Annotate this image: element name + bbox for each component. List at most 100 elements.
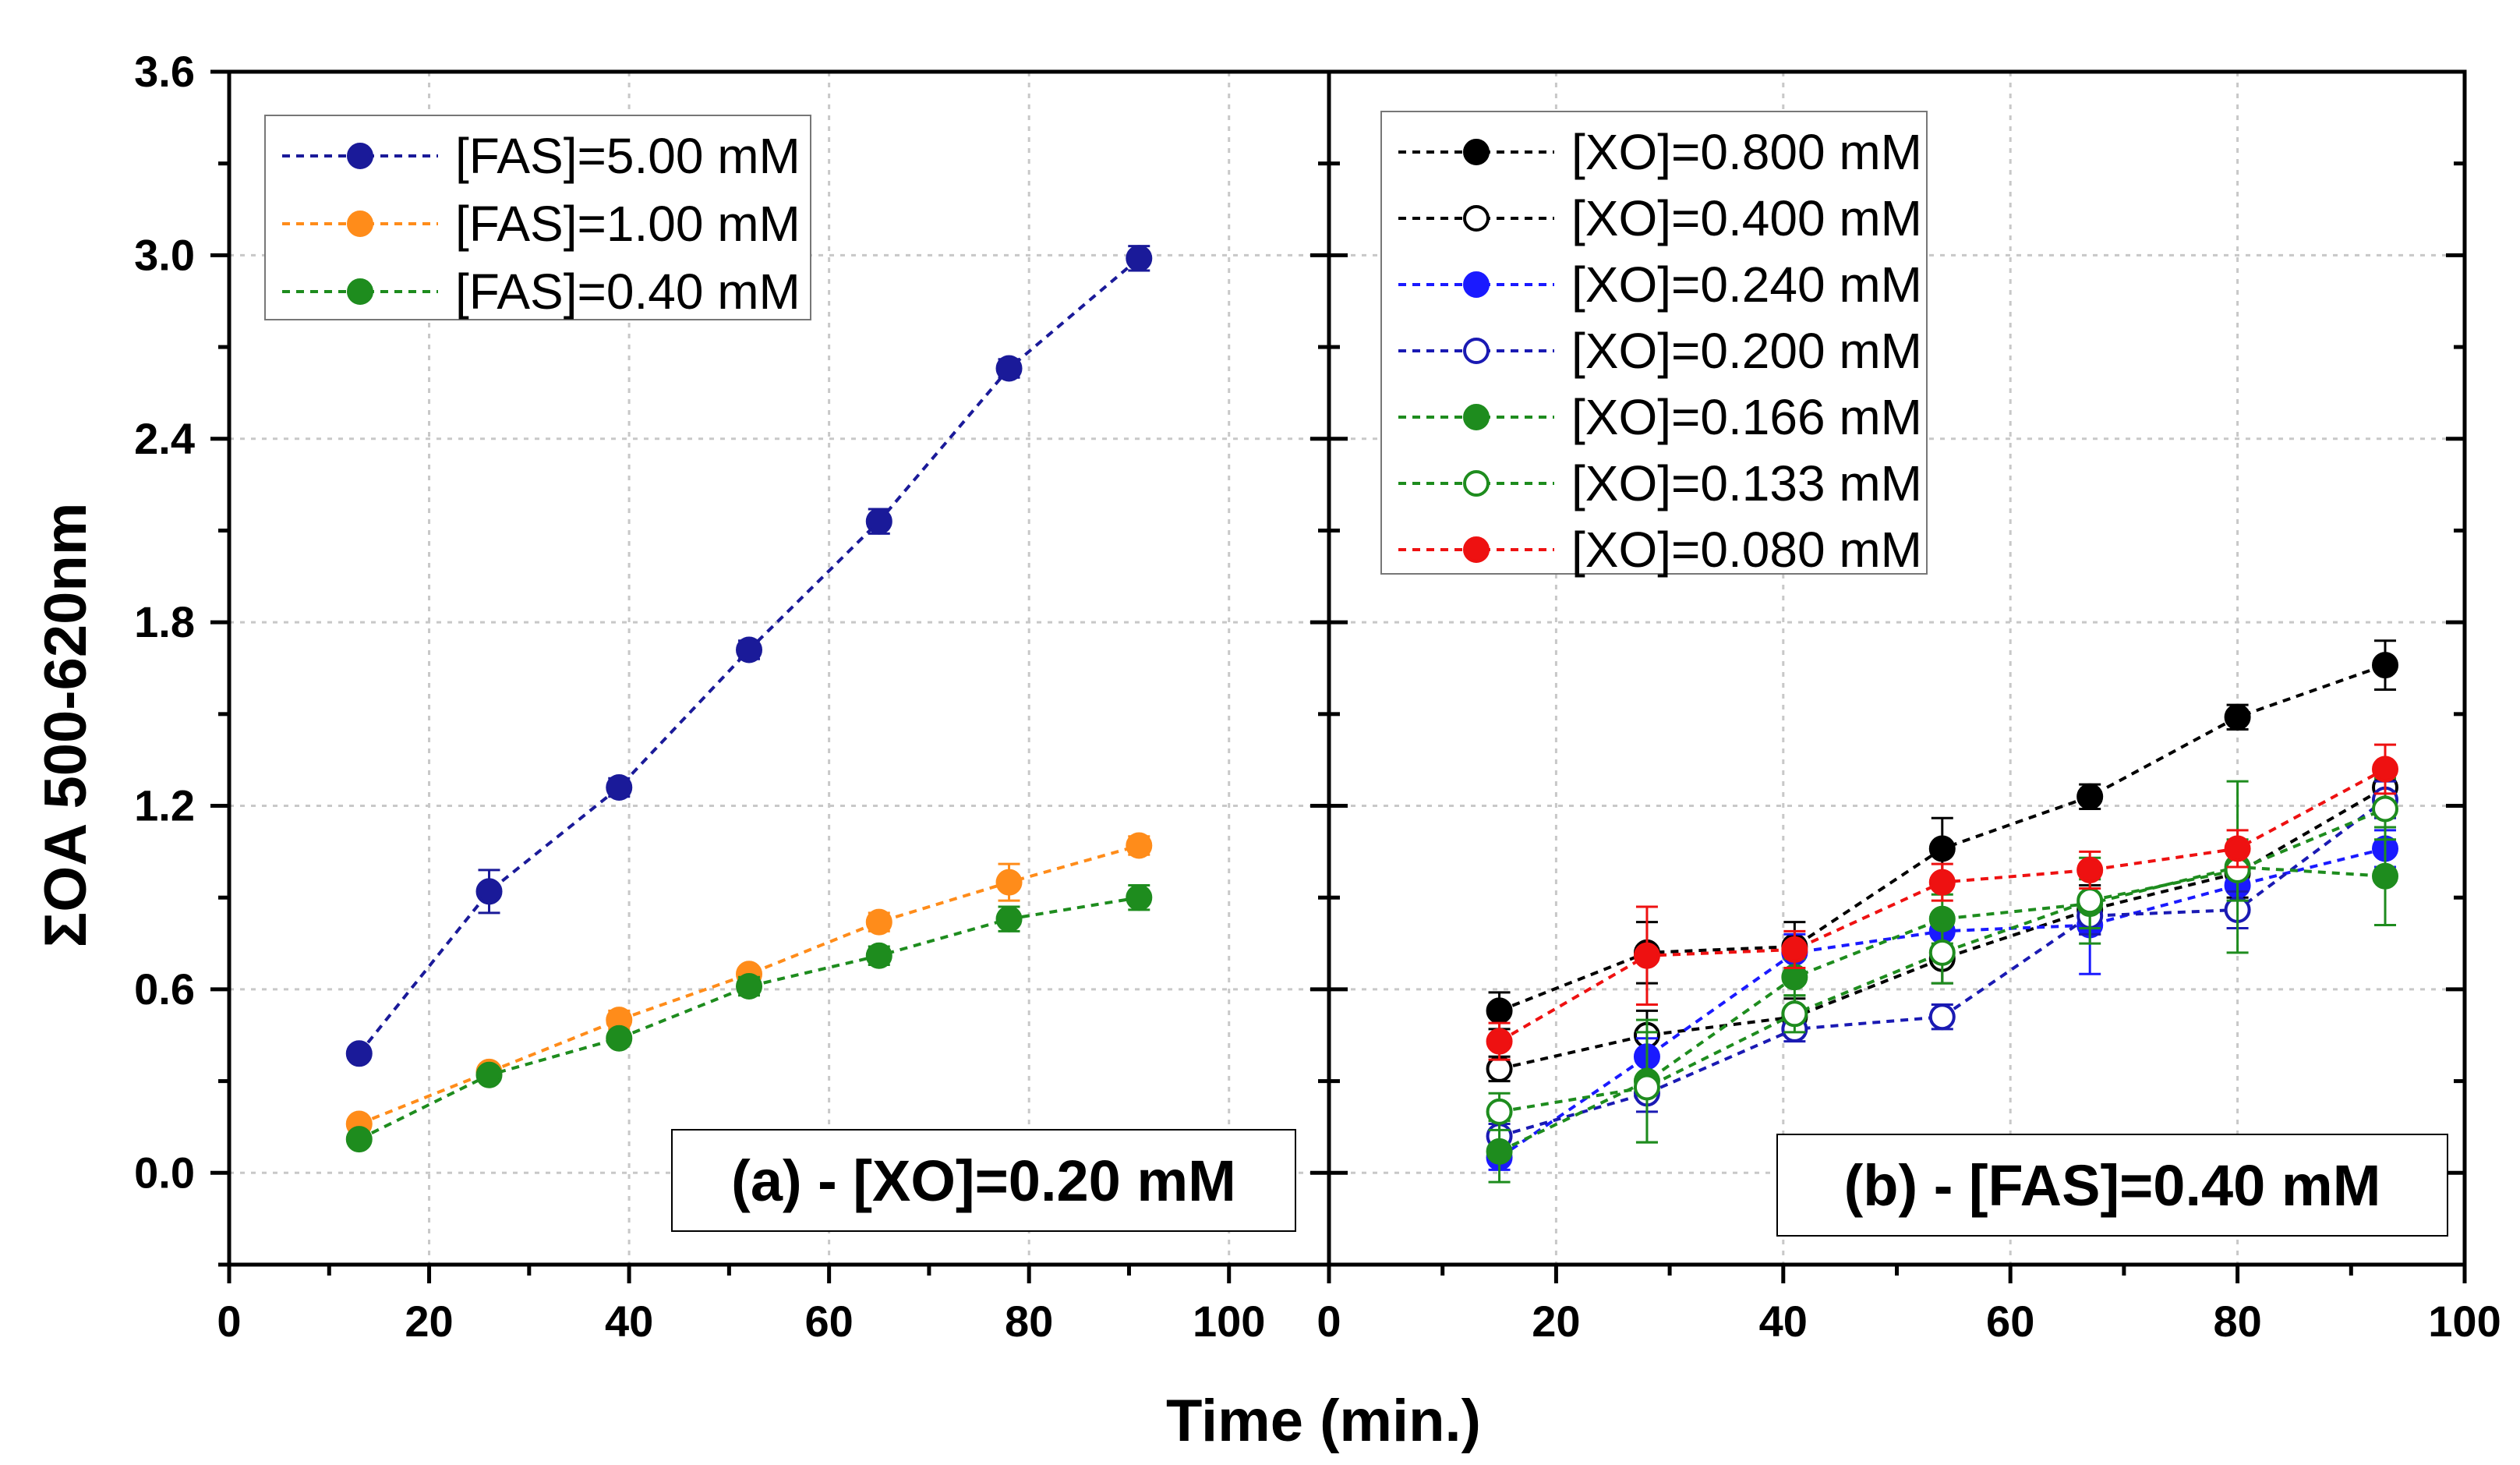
legend-item: [XO]=0.200 mM (1398, 323, 1922, 379)
data-point (606, 1024, 633, 1052)
legend-item: [XO]=0.080 mM (1398, 522, 1922, 578)
legend-marker (1463, 404, 1490, 430)
y-tick-label: 0.0 (134, 1148, 195, 1197)
x-tick-label: 20 (405, 1297, 453, 1346)
x-tick-label: 0 (217, 1297, 241, 1346)
panel-b-legend: [XO]=0.800 mM [XO]=0.400 mM [XO]=0.240 mM [… (1380, 111, 1928, 578)
legend-marker (347, 278, 373, 305)
series-7 (1486, 743, 2399, 1061)
panel-b-series (1486, 639, 2399, 1184)
panel-a: 0 20 40 60 80 100 0.0 0.6 1.2 1.8 2.4 3.0 3.6 [FAS]=… (134, 47, 1331, 1346)
x-tick-label: 40 (1759, 1297, 1808, 1346)
data-point (1126, 245, 1153, 272)
data-point (345, 1040, 373, 1067)
data-point (1928, 1003, 1956, 1031)
x-tick-label: 60 (1986, 1297, 2034, 1346)
panel-b-label-box: (b) - [FAS]=0.40 mM (1776, 1134, 2448, 1237)
data-point (2076, 783, 2104, 810)
series-3 (345, 884, 1153, 1153)
data-point (865, 908, 892, 936)
y-tick-label: 3.0 (134, 230, 195, 279)
series-1 (345, 245, 1153, 1067)
legend-label: [XO]=0.133 mM (1571, 455, 1922, 511)
x-tick-label: 0 (1317, 1297, 1341, 1346)
x-tick-label: 80 (1005, 1297, 1053, 1346)
data-point (475, 878, 503, 905)
legend-marker (1463, 338, 1490, 364)
data-point (2372, 862, 2399, 890)
data-point (995, 869, 1023, 896)
x-tick-label: 80 (2213, 1297, 2261, 1346)
legend-marker (1463, 470, 1490, 497)
legend-label: [FAS]=0.40 mM (455, 264, 801, 320)
data-point (2224, 703, 2251, 731)
data-point (1126, 832, 1153, 859)
x-tick-label: 60 (804, 1297, 853, 1346)
data-point (736, 636, 763, 663)
y-tick-label: 0.6 (134, 964, 195, 1014)
x-tick-label: 20 (1532, 1297, 1580, 1346)
legend-label: [XO]=0.166 mM (1571, 389, 1922, 445)
data-point (2076, 887, 2104, 915)
data-point (606, 774, 633, 801)
data-point (2372, 756, 2399, 783)
data-point (345, 1126, 373, 1153)
data-point (1928, 869, 1956, 896)
legend-marker (1463, 139, 1490, 165)
y-tick-label: 1.2 (134, 781, 195, 830)
x-tick-label: 100 (1193, 1297, 1265, 1346)
x-axis-title: Time (min.) (1166, 1388, 1481, 1454)
panel-b-label: (b) - [FAS]=0.40 mM (1844, 1153, 2381, 1218)
legend-item: [XO]=0.400 mM (1398, 190, 1922, 246)
x-tick-label: 40 (605, 1297, 653, 1346)
legend-marker (347, 211, 373, 237)
data-point (1633, 1074, 1660, 1101)
data-point (736, 973, 763, 1000)
legend-item: [FAS]=0.40 mM (282, 264, 801, 320)
legend-label: [XO]=0.200 mM (1571, 323, 1922, 379)
data-point (2076, 856, 2104, 883)
panel-a-label: (a) - [XO]=0.20 mM (731, 1148, 1236, 1213)
y-axis-title: ΣOA 500-620nm (33, 503, 99, 948)
panel-a-series (345, 245, 1153, 1153)
panel-a-legend: [FAS]=5.00 mM [FAS]=1.00 mM [FAS]=0.40 mM (264, 115, 811, 320)
legend-marker (347, 143, 373, 169)
data-point (995, 355, 1023, 382)
legend-label: [FAS]=1.00 mM (455, 196, 801, 252)
panel-a-label-frame (671, 1129, 1296, 1232)
legend-label: [FAS]=5.00 mM (455, 128, 801, 184)
legend-item: [FAS]=5.00 mM (282, 128, 801, 184)
x-tick-label: 100 (2428, 1297, 2501, 1346)
legend-item: [XO]=0.166 mM (1398, 389, 1922, 445)
data-point (995, 905, 1023, 932)
y-tick-label: 3.6 (134, 47, 195, 96)
data-point (1486, 997, 1513, 1024)
series-6 (1486, 777, 2399, 1144)
legend-label: [XO]=0.400 mM (1571, 190, 1922, 246)
data-point (1486, 1098, 1513, 1125)
data-point (475, 1061, 503, 1088)
legend-marker (1463, 271, 1490, 298)
data-point (1486, 1138, 1513, 1165)
data-point (2224, 835, 2251, 862)
panel-a-label-box: (a) - [XO]=0.20 mM (671, 1129, 1296, 1232)
data-point (2372, 795, 2399, 823)
legend-item: [XO]=0.133 mM (1398, 455, 1922, 511)
data-point (1781, 1000, 1808, 1028)
data-point (1928, 939, 1956, 966)
data-point (1126, 884, 1153, 911)
data-point (1633, 942, 1660, 969)
data-point (865, 942, 892, 969)
y-tick-label: 1.8 (134, 597, 195, 646)
panel-b: 0 20 40 60 80 100 [XO]=0.800 mM[XO]=0.400 mM[… (1310, 69, 2501, 1346)
legend-marker (1463, 205, 1490, 232)
legend-item: [XO]=0.240 mM (1398, 257, 1922, 313)
panel-b-label-frame (1776, 1134, 2448, 1237)
legend-item: [XO]=0.800 mM (1398, 124, 1922, 180)
legend-label: [XO]=0.080 mM (1571, 522, 1922, 578)
legend-label: [XO]=0.800 mM (1571, 124, 1922, 180)
data-point (1486, 1028, 1513, 1055)
legend-label: [XO]=0.240 mM (1571, 257, 1922, 313)
data-point (1928, 835, 1956, 862)
